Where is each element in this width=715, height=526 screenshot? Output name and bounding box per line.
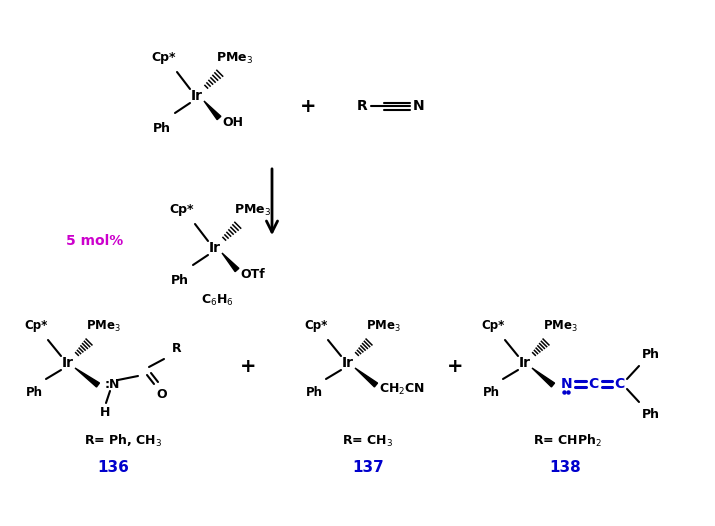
Text: Cp*: Cp* <box>24 319 48 332</box>
Polygon shape <box>75 368 99 387</box>
Text: PMe$_3$: PMe$_3$ <box>235 203 272 218</box>
Text: C: C <box>614 377 624 391</box>
Polygon shape <box>532 368 555 387</box>
Text: R= Ph, CH$_3$: R= Ph, CH$_3$ <box>84 433 162 449</box>
Text: Ir: Ir <box>191 89 203 103</box>
Text: H: H <box>100 406 110 419</box>
Text: Cp*: Cp* <box>169 204 194 217</box>
Text: Ph: Ph <box>642 348 660 360</box>
Text: Ph: Ph <box>483 387 500 400</box>
Text: Ph: Ph <box>153 122 171 135</box>
Polygon shape <box>355 368 378 387</box>
Text: Ph: Ph <box>171 274 189 287</box>
Text: Ph: Ph <box>26 387 42 400</box>
Text: PMe$_3$: PMe$_3$ <box>365 318 400 333</box>
Text: :N: :N <box>104 378 119 390</box>
Text: PMe$_3$: PMe$_3$ <box>543 318 578 333</box>
Text: OTf: OTf <box>241 268 265 280</box>
Text: PMe$_3$: PMe$_3$ <box>86 318 120 333</box>
Text: +: + <box>447 357 463 376</box>
Text: Ir: Ir <box>62 356 74 370</box>
Text: C$_6$H$_6$: C$_6$H$_6$ <box>201 292 233 308</box>
Text: N: N <box>561 377 573 391</box>
Text: +: + <box>300 96 316 116</box>
Text: 137: 137 <box>352 460 384 476</box>
Text: +: + <box>240 357 256 376</box>
Text: O: O <box>157 389 167 401</box>
Polygon shape <box>204 101 221 119</box>
Text: Ir: Ir <box>342 356 354 370</box>
Text: CH$_2$CN: CH$_2$CN <box>379 381 425 397</box>
Text: 138: 138 <box>549 460 581 476</box>
Text: R= CH$_3$: R= CH$_3$ <box>342 433 393 449</box>
Text: Cp*: Cp* <box>305 319 327 332</box>
Text: C: C <box>588 377 598 391</box>
Text: Cp*: Cp* <box>481 319 505 332</box>
Text: 136: 136 <box>97 460 129 476</box>
Text: Ir: Ir <box>519 356 531 370</box>
Polygon shape <box>222 253 239 271</box>
Text: R= CHPh$_2$: R= CHPh$_2$ <box>533 433 601 449</box>
Text: PMe$_3$: PMe$_3$ <box>217 50 254 66</box>
Text: N: N <box>413 99 425 113</box>
Text: 5 mol%: 5 mol% <box>66 234 124 248</box>
Text: OH: OH <box>222 116 244 128</box>
Text: Cp*: Cp* <box>152 52 177 65</box>
Text: Ph: Ph <box>642 408 660 420</box>
Text: Ph: Ph <box>305 387 322 400</box>
Text: R: R <box>172 341 182 355</box>
Text: R: R <box>357 99 368 113</box>
Text: Ir: Ir <box>209 241 221 255</box>
